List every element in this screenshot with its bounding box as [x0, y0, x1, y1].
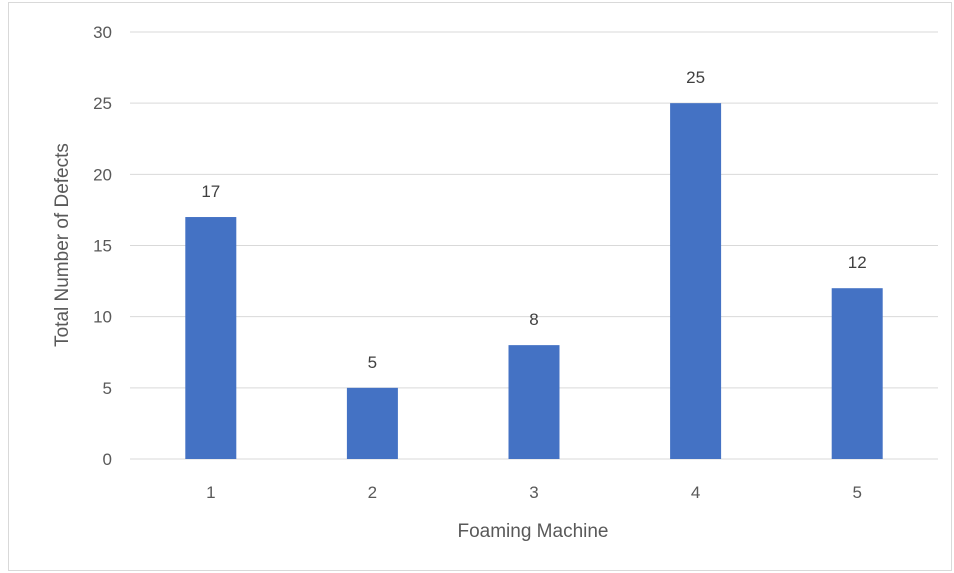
data-label: 5 [368, 353, 377, 372]
bar [670, 103, 722, 460]
y-tick-label: 5 [103, 379, 112, 398]
x-axis-title: Foaming Machine [457, 521, 608, 542]
y-axis-ticks: 0 5 10 15 20 25 30 [93, 23, 112, 469]
y-tick-label: 25 [93, 94, 112, 113]
x-tick-label: 2 [368, 483, 377, 502]
x-tick-label: 3 [529, 483, 538, 502]
bars [185, 103, 883, 460]
chart-frame [8, 2, 952, 571]
y-tick-label: 15 [93, 237, 112, 256]
y-axis-title: Total Number of Defects [52, 143, 73, 347]
y-tick-label: 10 [93, 308, 112, 327]
bar [185, 217, 237, 459]
data-label: 17 [201, 182, 220, 201]
y-tick-label: 30 [93, 23, 112, 42]
data-label: 25 [686, 68, 705, 87]
x-tick-label: 1 [206, 483, 215, 502]
bar [346, 387, 398, 459]
data-labels: 17 5 8 25 12 [201, 68, 866, 372]
gridlines [130, 31, 938, 460]
x-tick-label: 5 [852, 483, 861, 502]
data-label: 8 [529, 310, 538, 329]
data-label: 12 [848, 253, 867, 272]
x-axis-ticks: 1 2 3 4 5 [206, 483, 862, 502]
bar [508, 345, 560, 459]
bar [831, 288, 883, 459]
x-tick-label: 4 [691, 483, 700, 502]
y-tick-label: 20 [93, 165, 112, 184]
y-tick-label: 0 [103, 450, 112, 469]
